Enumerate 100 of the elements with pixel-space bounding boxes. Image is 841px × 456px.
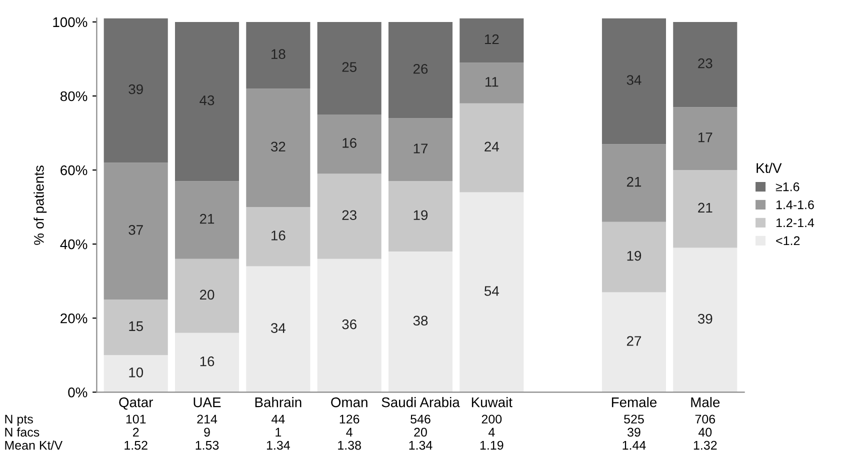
bar xyxy=(460,192,524,392)
bar xyxy=(174,258,240,333)
text: 706 xyxy=(695,414,716,424)
bar xyxy=(317,174,382,259)
data-label: 54 xyxy=(484,286,499,296)
bar xyxy=(602,144,666,222)
legend-label: ≥1.6 xyxy=(776,182,800,192)
text: 1.44 xyxy=(622,441,646,450)
text: 101 xyxy=(126,414,146,424)
text: 525 xyxy=(624,414,644,424)
bar xyxy=(174,332,240,392)
data-label: 43 xyxy=(200,95,214,106)
data-label: 17 xyxy=(414,144,428,154)
bar xyxy=(673,22,738,108)
bar xyxy=(388,118,453,182)
x-tick-label: UAE xyxy=(194,398,221,408)
data-label: 23 xyxy=(342,210,356,220)
data-label: 19 xyxy=(627,250,642,261)
bar xyxy=(673,248,738,392)
legend-label: <1.2 xyxy=(776,236,800,246)
text: 1.38 xyxy=(338,440,361,450)
bar xyxy=(388,181,453,252)
bar xyxy=(174,181,240,259)
data-label: 38 xyxy=(413,316,428,326)
bar xyxy=(317,22,382,114)
text: 1.34 xyxy=(266,440,290,450)
text: 1.19 xyxy=(480,440,504,450)
bar xyxy=(602,222,666,292)
text: 1.34 xyxy=(409,440,432,450)
y-tick-label: 0% xyxy=(68,387,88,398)
data-label: 16 xyxy=(272,230,286,240)
text: N facs xyxy=(5,427,40,437)
y-tick-label: 40% xyxy=(60,239,88,250)
bar xyxy=(317,114,382,174)
data-label: 19 xyxy=(414,210,428,220)
data-label: 16 xyxy=(200,356,214,366)
bar xyxy=(388,22,453,118)
data-label: 16 xyxy=(342,138,356,148)
text: 40 xyxy=(698,428,712,437)
data-label: 34 xyxy=(270,323,286,333)
bar xyxy=(388,251,453,392)
text: 20 xyxy=(414,428,427,437)
text: 39 xyxy=(628,428,640,437)
data-label: 26 xyxy=(413,64,428,74)
text: 9 xyxy=(204,428,210,437)
bar xyxy=(602,18,666,144)
text: N pts xyxy=(5,414,33,426)
data-label: 39 xyxy=(698,314,712,324)
data-label: 23 xyxy=(698,58,712,68)
x-tick-label: Oman xyxy=(331,397,368,408)
data-label: 12 xyxy=(484,34,499,44)
data-label: 39 xyxy=(128,84,143,94)
data-label: 21 xyxy=(626,176,642,187)
bar xyxy=(460,18,524,63)
bar xyxy=(602,292,666,392)
y-axis-title: % of patients xyxy=(34,166,47,245)
bar xyxy=(174,22,240,182)
text: Mean Kt/V xyxy=(5,440,63,450)
text: 546 xyxy=(410,414,430,424)
data-label: 25 xyxy=(342,62,356,72)
data-label: 18 xyxy=(272,49,286,59)
x-tick-label: Saudi Arabia xyxy=(382,397,460,408)
bar xyxy=(317,258,382,392)
data-label: 34 xyxy=(626,75,642,85)
data-label: 15 xyxy=(129,321,143,332)
text: 1.53 xyxy=(196,440,219,450)
data-label: 21 xyxy=(200,214,214,224)
bar xyxy=(673,107,738,170)
data-label: 17 xyxy=(698,132,712,142)
data-label: 27 xyxy=(626,336,642,346)
legend-label: 1.2-1.4 xyxy=(776,218,814,228)
bar xyxy=(104,162,168,300)
legend-title: Kt/V xyxy=(756,162,782,173)
bar xyxy=(460,103,524,192)
bar xyxy=(246,22,310,89)
text: 1.52 xyxy=(124,440,148,450)
text: 2 xyxy=(133,428,139,437)
text: 1 xyxy=(276,428,282,437)
data-label: 36 xyxy=(342,319,356,330)
text: 4 xyxy=(488,428,495,437)
text: 44 xyxy=(272,414,285,424)
data-label: 21 xyxy=(698,202,712,212)
x-tick-label: Kuwait xyxy=(472,397,512,408)
x-tick-label: Bahrain xyxy=(255,397,302,408)
bar xyxy=(104,300,168,356)
bar xyxy=(246,88,310,208)
y-tick-label: 60% xyxy=(60,165,88,176)
text: 200 xyxy=(482,414,502,424)
bar xyxy=(246,207,310,266)
y-tick-label: 80% xyxy=(60,91,88,102)
data-label: 37 xyxy=(128,225,143,235)
data-label: 24 xyxy=(484,142,499,152)
y-tick-label: 100% xyxy=(53,17,88,28)
bar xyxy=(460,62,524,104)
bar xyxy=(246,266,310,392)
bar xyxy=(673,170,738,248)
x-tick-label: Qatar xyxy=(119,397,153,410)
x-tick-label: Male xyxy=(691,397,720,408)
data-label: 10 xyxy=(129,368,144,378)
text: 214 xyxy=(197,414,218,424)
